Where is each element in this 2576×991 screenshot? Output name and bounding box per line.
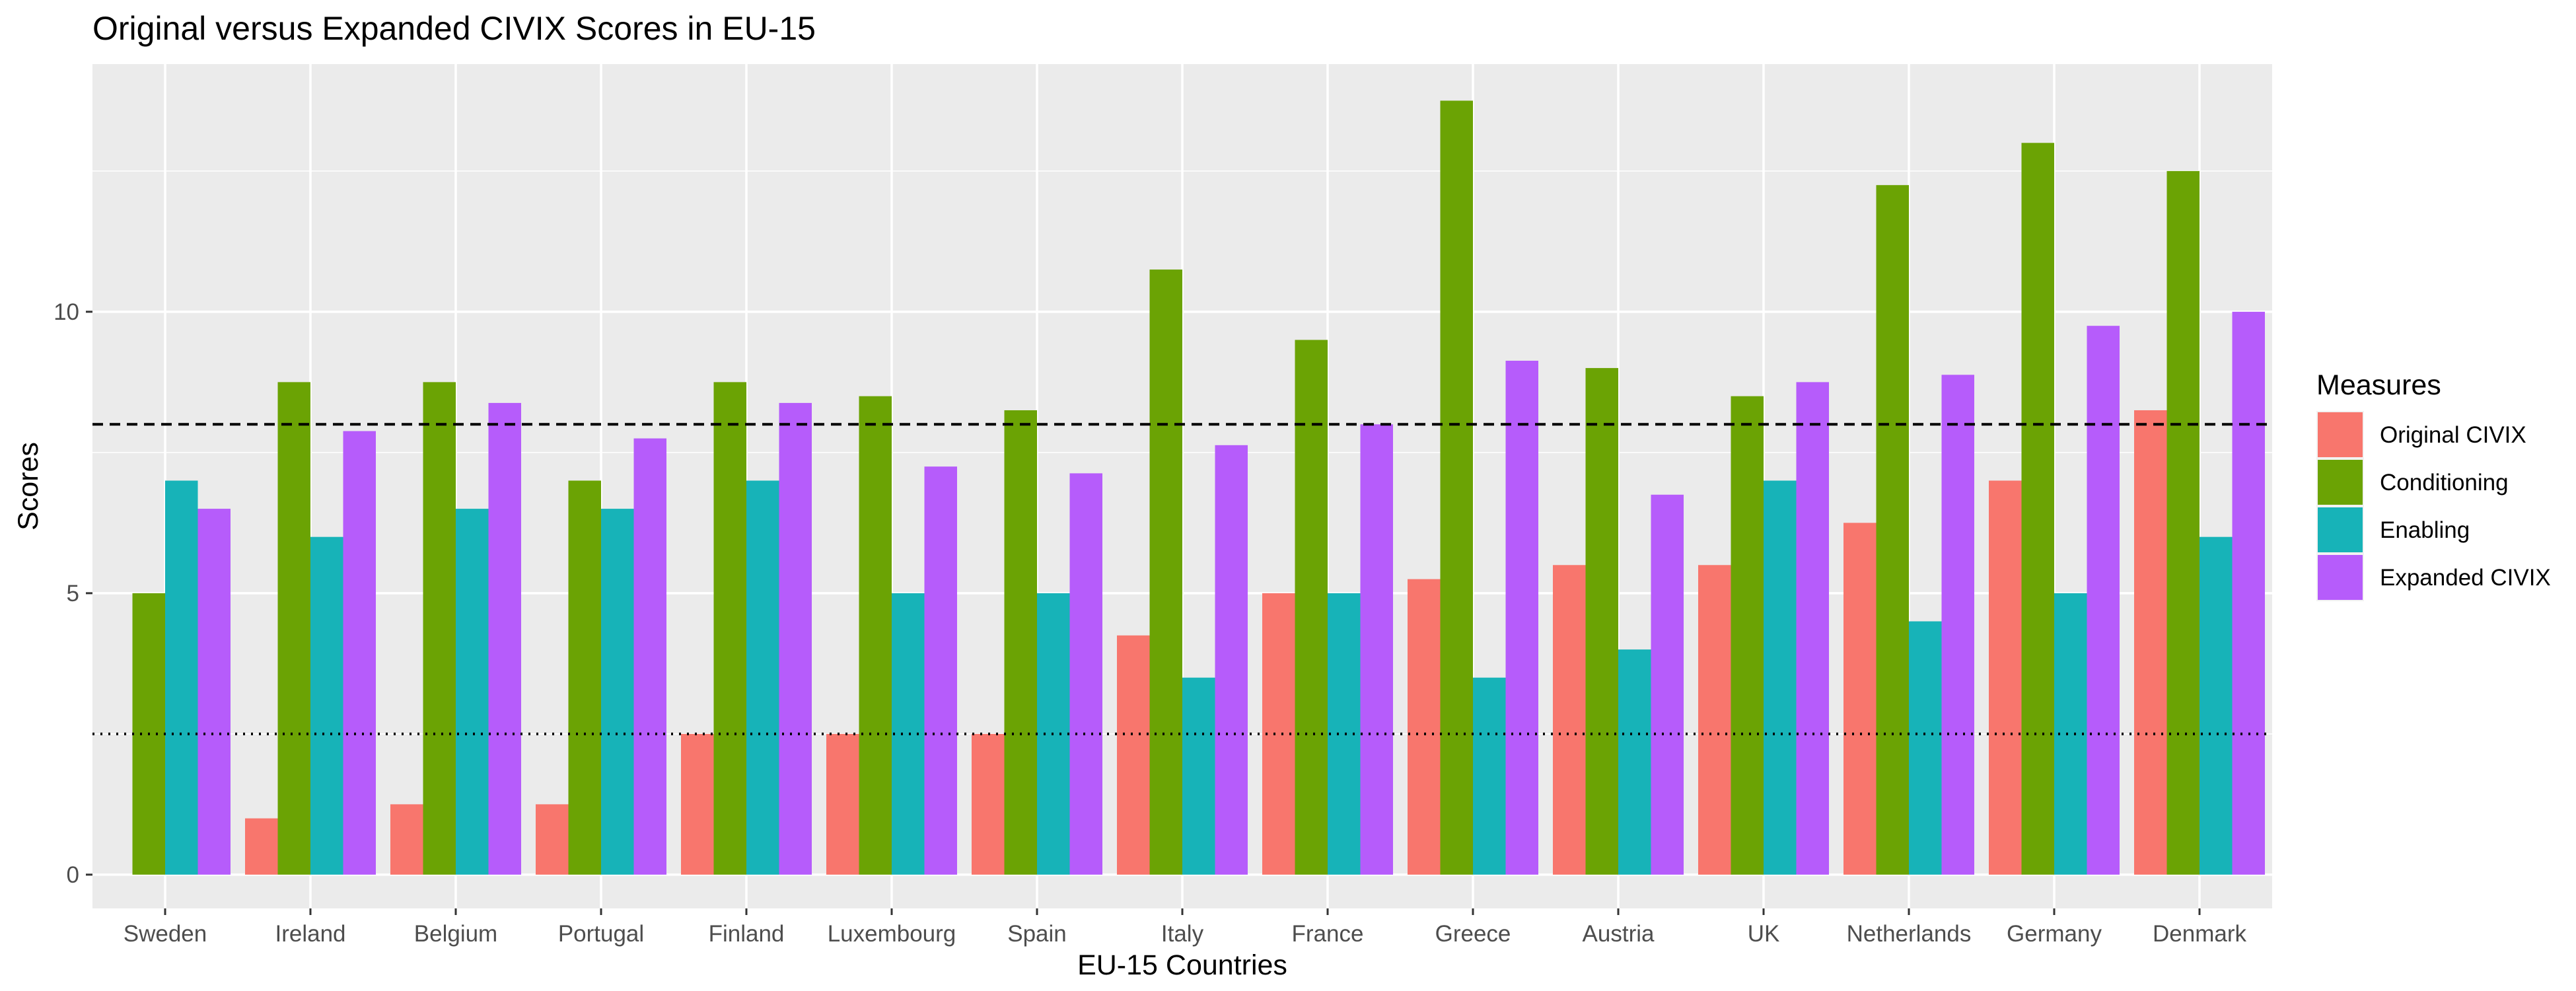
bar: [2232, 311, 2265, 875]
bar: [1764, 480, 1797, 875]
bar: [859, 396, 892, 875]
bar: [1876, 185, 1909, 875]
bar: [536, 804, 569, 875]
legend-swatch: [2318, 555, 2363, 600]
bar: [972, 733, 1005, 875]
bar: [1440, 100, 1473, 875]
bar: [1731, 396, 1764, 875]
bar: [1149, 269, 1182, 875]
x-tick-label: UK: [1748, 921, 1780, 947]
bar: [423, 382, 456, 875]
chart-title: Original versus Expanded CIVIX Scores in…: [92, 10, 816, 47]
y-tick-label: 10: [54, 299, 79, 325]
bar: [779, 402, 812, 875]
bar: [390, 804, 423, 875]
bar: [1796, 382, 1829, 875]
y-tick-label: 0: [67, 862, 79, 888]
bar: [277, 382, 310, 875]
x-tick-label: Sweden: [124, 921, 207, 947]
bar: [1618, 649, 1651, 875]
x-tick-label: Germany: [2007, 921, 2102, 947]
bar: [1215, 445, 1248, 875]
legend-swatch: [2318, 507, 2363, 552]
bar: [343, 431, 376, 875]
x-axis-title: EU-15 Countries: [1077, 949, 1287, 981]
bar: [1843, 523, 1877, 875]
bar: [2134, 410, 2167, 875]
legend-title: Measures: [2316, 369, 2441, 401]
reference-lines: [92, 423, 2272, 735]
bar: [601, 509, 634, 875]
y-axis-title: Scores: [13, 442, 44, 531]
x-tick-label: Spain: [1007, 921, 1067, 947]
y-tick-label: 5: [67, 581, 79, 606]
bar: [1989, 480, 2022, 875]
x-tick-label: Italy: [1161, 921, 1204, 947]
bar: [1585, 368, 1618, 875]
bar: [1698, 565, 1731, 875]
bar: [1651, 494, 1684, 875]
x-tick-label: Netherlands: [1847, 921, 1972, 947]
bar: [1295, 340, 1328, 875]
bar: [1004, 410, 1037, 875]
bar: [197, 509, 231, 875]
x-tick-label: Portugal: [558, 921, 644, 947]
bar: [1182, 677, 1215, 875]
x-tick-label: Greece: [1435, 921, 1511, 947]
x-tick-label: France: [1292, 921, 1364, 947]
bar: [568, 480, 601, 875]
legend-label: Enabling: [2380, 517, 2470, 543]
x-tick-label: Ireland: [275, 921, 345, 947]
bar: [681, 733, 714, 875]
bar: [892, 593, 925, 875]
bar: [1941, 375, 1974, 875]
bar: [2166, 170, 2200, 875]
bar: [1360, 424, 1393, 875]
bar: [2087, 326, 2120, 875]
bar: [456, 509, 489, 875]
x-tick-label: Finland: [709, 921, 785, 947]
bar: [826, 733, 859, 875]
legend: Measures Original CIVIX Conditioning Enabl…: [2316, 369, 2551, 601]
x-tick-label: Belgium: [414, 921, 497, 947]
bar: [245, 818, 278, 875]
legend-swatch: [2318, 460, 2363, 505]
legend-label: Original CIVIX: [2380, 422, 2526, 448]
bar: [165, 480, 198, 875]
x-tick-label: Austria: [1583, 921, 1655, 947]
bar: [713, 382, 746, 875]
bar: [1473, 677, 1506, 875]
x-axis-ticks: Sweden Ireland Belgium Portugal Finland Luxem…: [124, 908, 2246, 947]
bar: [1909, 621, 1942, 875]
bar: [2021, 143, 2054, 875]
legend-items: Original CIVIX Conditioning Enabling Expand…: [2316, 411, 2551, 601]
bar: [1117, 635, 1150, 875]
bar: [2200, 536, 2233, 875]
bar: [746, 480, 779, 875]
legend-label: Expanded CIVIX: [2380, 565, 2551, 591]
bar: [310, 536, 343, 875]
bar: [1408, 579, 1441, 875]
bar: [1553, 565, 1586, 875]
x-tick-label: Denmark: [2153, 921, 2246, 947]
y-axis-ticks: 0 5 10: [54, 299, 92, 888]
legend-label: Conditioning: [2380, 470, 2509, 495]
bar: [633, 438, 666, 875]
bar: [1328, 593, 1361, 875]
bar: [1505, 361, 1538, 875]
x-tick-label: Luxembourg: [828, 921, 956, 947]
bar: [1069, 473, 1102, 875]
bar: [488, 402, 521, 875]
bar: [924, 466, 957, 875]
legend-swatch: [2318, 412, 2363, 457]
